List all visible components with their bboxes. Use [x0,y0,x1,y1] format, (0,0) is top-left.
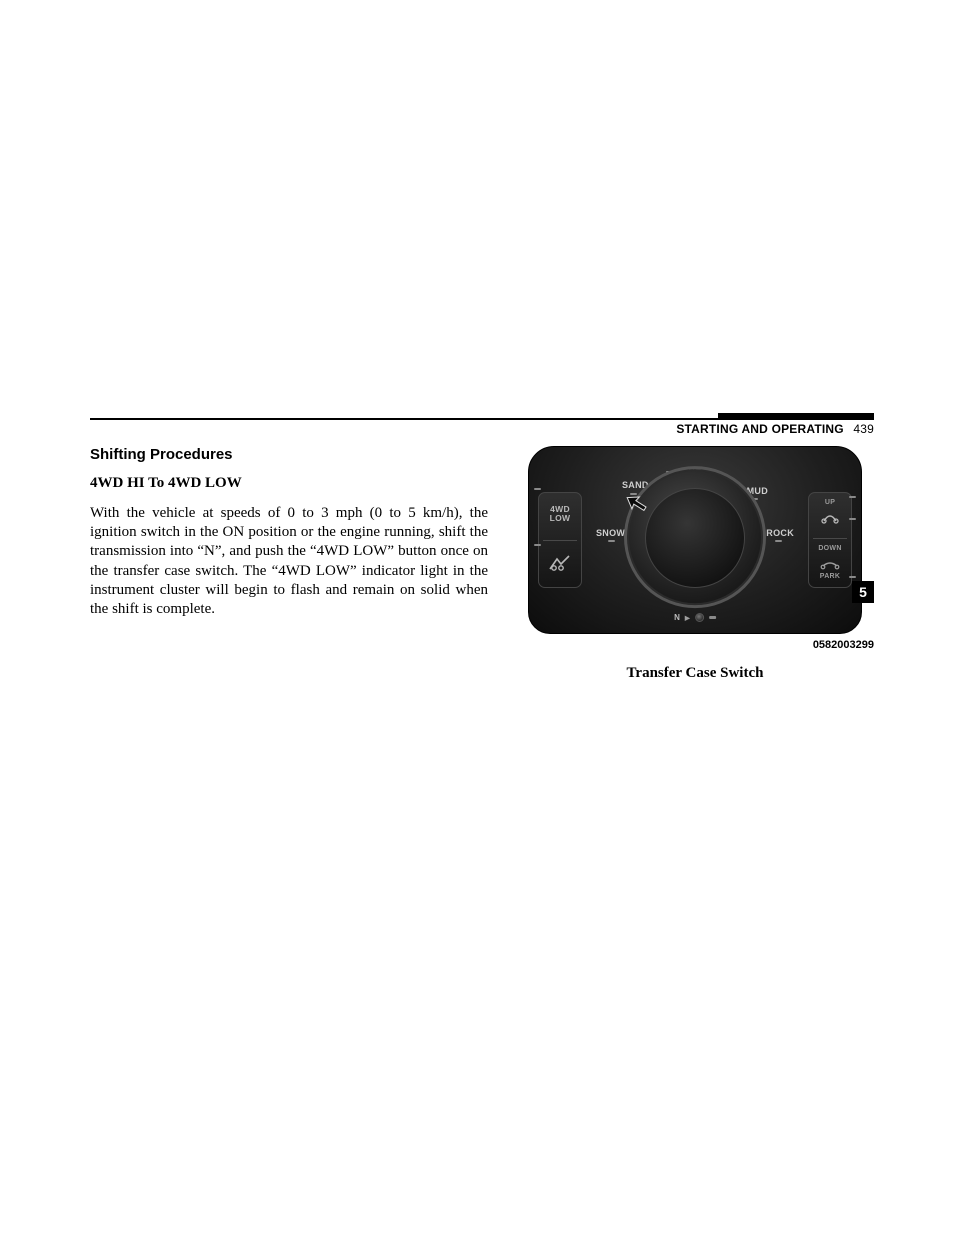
dash-left-top [534,488,541,490]
left-column: Shifting Procedures 4WD HI To 4WD LOW Wi… [90,446,488,682]
figure-caption: Transfer Case Switch [516,665,874,682]
dash-snow [608,540,615,542]
neutral-control: N ▶ [674,613,716,622]
suspension-up-icon [819,509,841,525]
label-neutral: N [674,613,680,622]
chapter-number: 5 [859,584,867,600]
header-rule [90,412,874,420]
body-paragraph: With the vehicle at speeds of 0 to 3 mph… [90,504,488,619]
label-up: UP [825,499,835,506]
heading-4wd-hi-to-low: 4WD HI To 4WD LOW [90,475,488,492]
dash-right-1 [849,496,856,498]
label-down: DOWN [818,545,841,552]
right-pad-divider [813,538,847,539]
label-4wd-low: 4WD LOW [550,505,571,523]
right-column: 4WD LOW UP [516,446,874,682]
dash-left-bottom [534,544,541,546]
label-snow: SNOW [596,528,625,538]
running-head: STARTING AND OPERATING 439 [90,422,874,436]
hill-descent-icon [548,553,572,573]
chapter-tab: 5 [852,581,874,603]
rule-thin [90,418,718,420]
dash-right-2 [849,518,856,520]
heading-shifting-procedures: Shifting Procedures [90,446,488,463]
label-park: PARK [820,573,841,580]
content-columns: Shifting Procedures 4WD HI To 4WD LOW Wi… [90,446,874,682]
manual-page: STARTING AND OPERATING 439 Shifting Proc… [90,412,874,682]
transfer-case-switch-figure: 4WD LOW UP [528,446,862,634]
selector-dial-face [645,488,745,588]
neutral-dash [709,616,716,618]
dash-right-3 [849,576,856,578]
left-pad-divider [543,540,577,541]
neutral-button-icon [695,613,704,622]
rule-thick [718,413,874,420]
suspension-down-icon [819,557,841,571]
figure-code: 0582003299 [516,639,874,651]
label-rock: ROCK [766,528,794,538]
neutral-arrow-icon: ▶ [685,614,690,622]
page-number: 439 [853,422,874,436]
left-button-pad: 4WD LOW [538,492,582,588]
dash-rock [775,540,782,542]
label-low: LOW [550,513,571,523]
section-name: STARTING AND OPERATING [676,422,844,436]
right-button-pad: UP DOWN PARK [808,492,852,588]
